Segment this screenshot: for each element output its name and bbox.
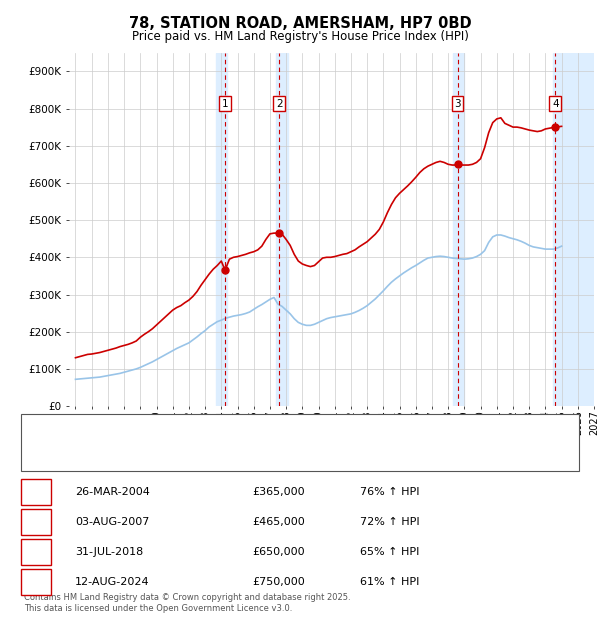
Text: 2: 2: [276, 99, 283, 108]
Text: 12-AUG-2024: 12-AUG-2024: [75, 577, 149, 587]
Text: 1: 1: [222, 99, 229, 108]
Text: 1: 1: [32, 487, 40, 497]
Text: £750,000: £750,000: [252, 577, 305, 587]
Text: 26-MAR-2004: 26-MAR-2004: [75, 487, 150, 497]
Bar: [217, 53, 227, 406]
Text: 2: 2: [32, 517, 40, 527]
Text: HPI: Average price, semi-detached house, Buckinghamshire: HPI: Average price, semi-detached house,…: [68, 450, 380, 461]
Text: £365,000: £365,000: [252, 487, 305, 497]
Text: £650,000: £650,000: [252, 547, 305, 557]
Bar: [553, 53, 594, 406]
Text: 72% ↑ HPI: 72% ↑ HPI: [360, 517, 419, 527]
Text: 78, STATION ROAD, AMERSHAM, HP7 0BD (semi-detached house): 78, STATION ROAD, AMERSHAM, HP7 0BD (sem…: [68, 427, 407, 436]
Text: 4: 4: [552, 99, 559, 108]
Text: 31-JUL-2018: 31-JUL-2018: [75, 547, 143, 557]
Text: 3: 3: [454, 99, 461, 108]
Text: 76% ↑ HPI: 76% ↑ HPI: [360, 487, 419, 497]
Text: 61% ↑ HPI: 61% ↑ HPI: [360, 577, 419, 587]
Text: £465,000: £465,000: [252, 517, 305, 527]
Text: 78, STATION ROAD, AMERSHAM, HP7 0BD: 78, STATION ROAD, AMERSHAM, HP7 0BD: [128, 16, 472, 30]
Text: 4: 4: [32, 577, 40, 587]
Bar: [275, 53, 288, 406]
Text: Price paid vs. HM Land Registry's House Price Index (HPI): Price paid vs. HM Land Registry's House …: [131, 30, 469, 43]
Text: 03-AUG-2007: 03-AUG-2007: [75, 517, 149, 527]
Text: Contains HM Land Registry data © Crown copyright and database right 2025.
This d: Contains HM Land Registry data © Crown c…: [24, 593, 350, 613]
Text: 3: 3: [32, 547, 40, 557]
Text: 65% ↑ HPI: 65% ↑ HPI: [360, 547, 419, 557]
Bar: [453, 53, 464, 406]
